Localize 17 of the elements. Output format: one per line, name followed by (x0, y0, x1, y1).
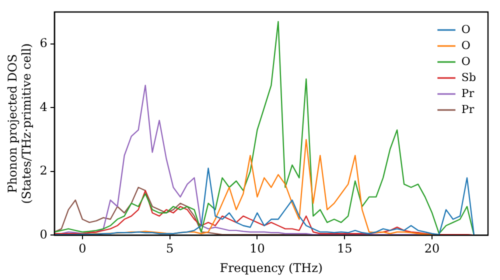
x-tick-label: 15 (337, 242, 352, 256)
y-tick-label: 4 (40, 100, 48, 114)
x-tick-label: 0 (78, 242, 86, 256)
legend-label: Pr (461, 102, 475, 116)
legend-label: Sb (461, 70, 476, 84)
legend-label: Pr (461, 86, 475, 100)
x-tick-label: 5 (166, 242, 174, 256)
y-tick-label: 6 (40, 36, 48, 50)
x-axis-title: Frequency (THz) (220, 260, 323, 275)
x-tick-label: 20 (424, 242, 440, 256)
legend-label: O (461, 38, 470, 52)
y-tick-label: 2 (40, 164, 48, 178)
legend-label: O (461, 54, 470, 68)
legend-label: O (461, 22, 470, 36)
y-axis-title: Phonon projected DOS (States/THz·primitive cell) (5, 43, 34, 204)
x-tick-label: 10 (250, 242, 265, 256)
y-tick-label: 0 (40, 227, 48, 242)
